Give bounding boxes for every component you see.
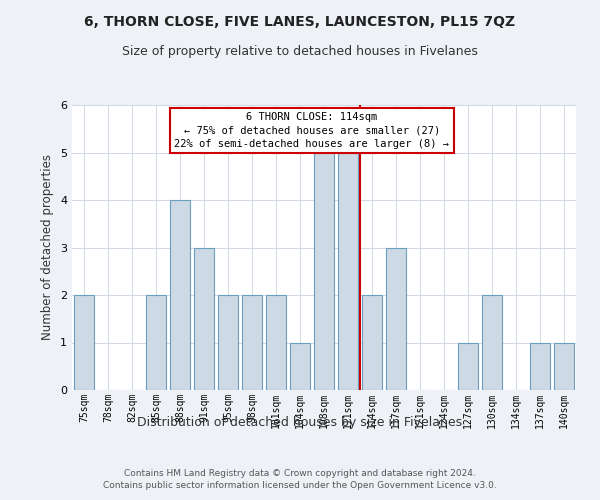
Bar	[194, 248, 214, 390]
Y-axis label: Number of detached properties: Number of detached properties	[41, 154, 55, 340]
Bar	[314, 152, 334, 390]
Bar	[218, 295, 238, 390]
Bar	[458, 342, 478, 390]
Bar	[242, 295, 262, 390]
Text: Size of property relative to detached houses in Fivelanes: Size of property relative to detached ho…	[122, 45, 478, 58]
Bar	[170, 200, 190, 390]
Bar	[386, 248, 406, 390]
Bar	[74, 295, 94, 390]
Bar	[554, 342, 574, 390]
Text: 6, THORN CLOSE, FIVE LANES, LAUNCESTON, PL15 7QZ: 6, THORN CLOSE, FIVE LANES, LAUNCESTON, …	[85, 15, 515, 29]
Bar	[362, 295, 382, 390]
Bar	[290, 342, 310, 390]
Bar	[146, 295, 166, 390]
Bar	[482, 295, 502, 390]
Text: Contains HM Land Registry data © Crown copyright and database right 2024.
Contai: Contains HM Land Registry data © Crown c…	[103, 469, 497, 490]
Bar	[338, 152, 358, 390]
Bar	[266, 295, 286, 390]
Bar	[530, 342, 550, 390]
Text: 6 THORN CLOSE: 114sqm
← 75% of detached houses are smaller (27)
22% of semi-deta: 6 THORN CLOSE: 114sqm ← 75% of detached …	[175, 112, 449, 148]
Text: Distribution of detached houses by size in Fivelanes: Distribution of detached houses by size …	[137, 416, 463, 429]
